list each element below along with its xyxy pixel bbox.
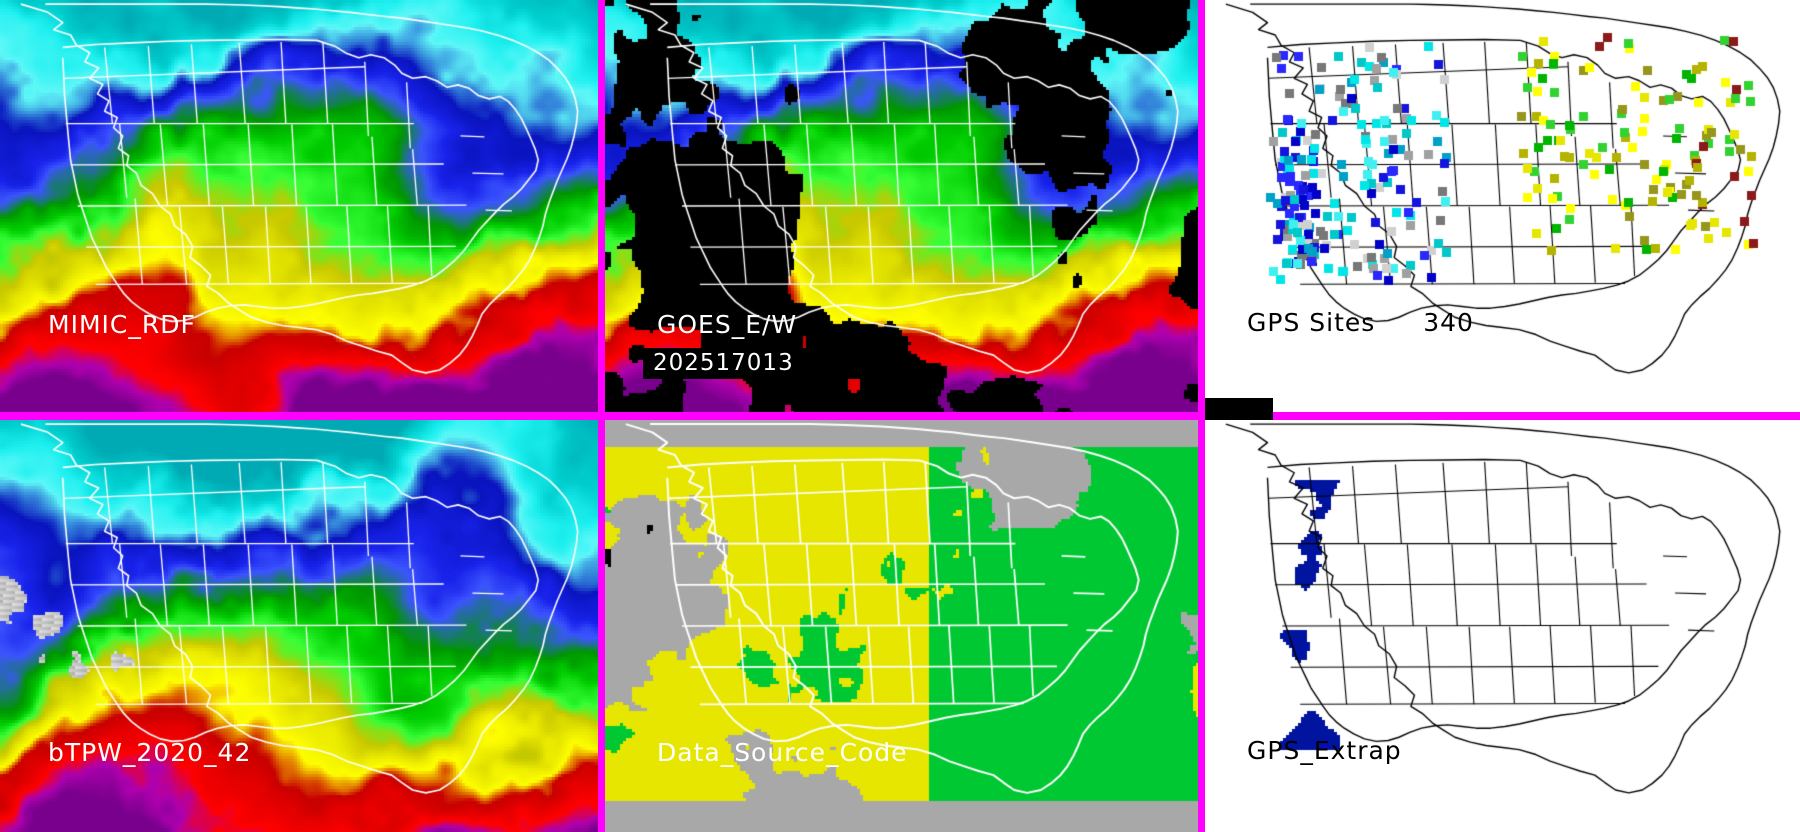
- btpw-map-canvas: [0, 420, 598, 832]
- divider-vertical-right: [1198, 0, 1205, 412]
- gps-extrap-map-canvas: [1205, 420, 1800, 832]
- panel-label-data-source-code: Data_Source_Code: [657, 738, 908, 767]
- panel-data-source-code[interactable]: [605, 420, 1198, 832]
- gps-sites-map-canvas: [1205, 0, 1800, 412]
- panel-label-gps-sites: GPS Sites 340: [1247, 308, 1474, 337]
- gps-sites-label-text: GPS Sites: [1247, 308, 1376, 337]
- panel-label-mimic-rdf: MIMIC_RDF: [48, 310, 196, 339]
- data-source-code-map-canvas: [605, 420, 1198, 832]
- panel-gps-extrap[interactable]: [1205, 420, 1800, 832]
- mimic-rdf-map-canvas: [0, 0, 598, 412]
- panel-label-gps-extrap: GPS_Extrap: [1247, 736, 1402, 765]
- divider-horizontal: [0, 412, 1800, 420]
- divider-vertical-left-bottom: [598, 420, 605, 832]
- divider-vertical-right-bottom: [1198, 420, 1205, 832]
- gps-sites-count: 340: [1423, 308, 1474, 337]
- timestamp-badge: 202517013: [643, 348, 865, 379]
- panel-mimic-rdf[interactable]: [0, 0, 598, 412]
- panel-label-goes-ew: GOES_E/W: [657, 310, 798, 339]
- panel-label-btpw: bTPW_2020_42: [48, 738, 252, 767]
- panel-goes-ew[interactable]: [605, 0, 1198, 412]
- goes-ew-map-canvas: [605, 0, 1198, 412]
- panel-gps-sites[interactable]: [1205, 0, 1800, 412]
- panel-btpw[interactable]: [0, 420, 598, 832]
- timestamp-bar-extension: [1205, 398, 1273, 420]
- divider-vertical-left: [598, 0, 605, 412]
